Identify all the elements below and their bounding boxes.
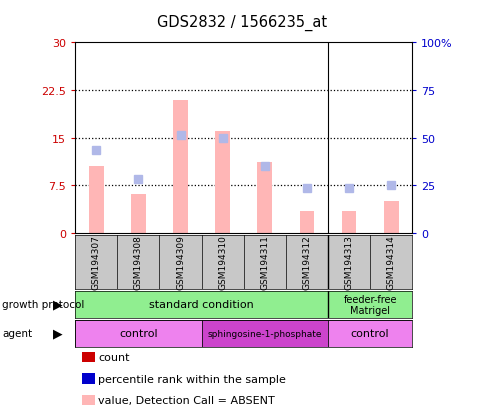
Bar (299, 211, 314, 233)
Text: GSM194310: GSM194310 (218, 235, 227, 290)
Bar (327, 320, 411, 347)
Text: growth protocol: growth protocol (2, 299, 85, 310)
Text: GDS2832 / 1566235_at: GDS2832 / 1566235_at (157, 14, 327, 31)
Text: ▶: ▶ (53, 327, 63, 340)
Bar (75, 320, 201, 347)
Text: ▶: ▶ (53, 298, 63, 311)
Text: standard condition: standard condition (149, 299, 254, 310)
Text: control: control (119, 328, 157, 339)
Bar (89, 167, 104, 233)
Text: GSM194314: GSM194314 (386, 235, 395, 290)
Text: GSM194311: GSM194311 (260, 235, 269, 290)
Bar (215, 132, 229, 233)
Text: count: count (98, 352, 130, 362)
Bar (131, 194, 146, 233)
Text: agent: agent (2, 328, 32, 339)
Text: GSM194309: GSM194309 (176, 235, 184, 290)
Text: GSM194307: GSM194307 (91, 235, 101, 290)
Text: GSM194313: GSM194313 (344, 235, 353, 290)
Bar (341, 211, 356, 233)
Text: feeder-free
Matrigel: feeder-free Matrigel (343, 294, 396, 316)
Text: sphingosine-1-phosphate: sphingosine-1-phosphate (207, 329, 321, 338)
Bar (173, 100, 187, 233)
Text: percentile rank within the sample: percentile rank within the sample (98, 374, 286, 384)
Text: control: control (350, 328, 389, 339)
Text: GSM194312: GSM194312 (302, 235, 311, 290)
Bar (201, 320, 327, 347)
Bar (257, 162, 272, 233)
Bar (383, 202, 398, 233)
Text: GSM194308: GSM194308 (134, 235, 143, 290)
Text: value, Detection Call = ABSENT: value, Detection Call = ABSENT (98, 395, 274, 405)
